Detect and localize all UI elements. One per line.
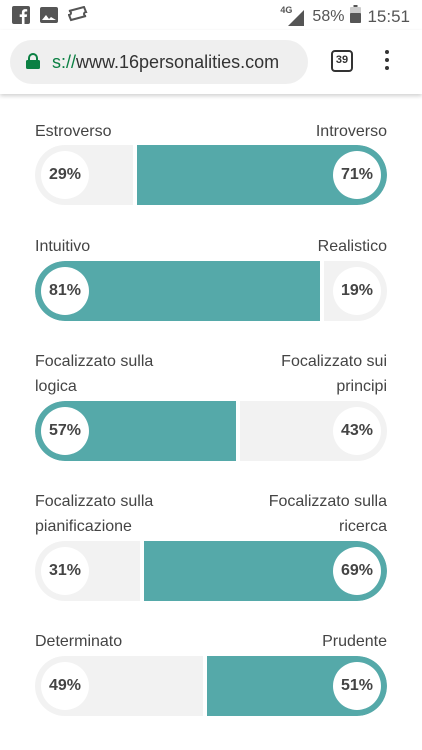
trait-bar: 49% 51% [35, 656, 387, 716]
trait-left-percent: 31% [41, 547, 89, 595]
trait-right-percent: 51% [333, 662, 381, 710]
menu-dot-icon [385, 50, 389, 54]
trait-left-label: Focalizzato sulla pianificazione [35, 493, 154, 535]
trait-right-percent: 69% [333, 547, 381, 595]
browser-toolbar: s://www.16personalities.com [0, 30, 422, 94]
trait-left-label: Estroverso [35, 123, 112, 140]
battery-percent: 58% [312, 7, 345, 25]
trait-bar: 31% 69% [35, 541, 387, 601]
trait-bar: 29% 71% [35, 145, 387, 205]
tab-switcher-button[interactable]: 39 [331, 50, 353, 72]
trait-right-label: Introverso [315, 123, 387, 140]
clock: 15:51 [367, 6, 410, 26]
trait-right-label: Realistico [317, 238, 387, 255]
menu-dot-icon [385, 66, 389, 70]
trait-left-percent: 81% [41, 267, 89, 315]
trait-left-percent: 49% [41, 662, 89, 710]
trait-left-percent: 29% [41, 151, 89, 199]
url-host: www.16personalities.com [76, 52, 280, 72]
trait-left-label: Intuitivo [35, 238, 91, 255]
notification-icons [12, 5, 88, 24]
trait-right-label: Prudente [322, 633, 387, 650]
trait-bar: 57% 43% [35, 401, 387, 461]
trait-bar-divider [320, 261, 324, 321]
trait-bar-divider [236, 401, 240, 461]
menu-dot-icon [385, 58, 389, 62]
trait-bar: 81% 19% [35, 261, 387, 321]
trait-right-label: Focalizzato sulla ricerca [268, 493, 387, 535]
trait-right-label: Focalizzato sui principi [281, 353, 387, 395]
trait-left-label: Focalizzato sulla logica [35, 353, 154, 395]
trait-left-label: Determinato [35, 633, 123, 650]
trait-right-percent: 19% [333, 267, 381, 315]
status-bar: 4G 58% 15:51 [0, 0, 422, 30]
trait-bar-divider [203, 656, 207, 716]
lock-icon [26, 53, 40, 69]
trait-left-percent: 57% [41, 407, 89, 455]
url-text: s://www.16personalities.com [52, 52, 279, 73]
facebook-icon [12, 6, 30, 24]
signal-icon: 4G [280, 4, 306, 27]
overflow-menu-button[interactable] [382, 50, 392, 74]
network-type: 4G [280, 4, 293, 15]
battery-icon [350, 5, 362, 28]
trait-right-percent: 43% [333, 407, 381, 455]
address-bar[interactable]: s://www.16personalities.com [10, 40, 308, 84]
trait-right-percent: 71% [333, 151, 381, 199]
url-scheme: s:// [52, 52, 77, 72]
ticket-icon [67, 5, 88, 24]
system-status: 4G 58% 15:51 [280, 5, 410, 28]
image-icon [40, 6, 58, 24]
trait-bar-divider [140, 541, 144, 601]
trait-bar-divider [133, 145, 137, 205]
